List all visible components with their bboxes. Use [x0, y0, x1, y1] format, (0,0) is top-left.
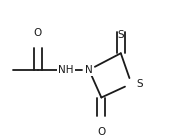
Text: O: O [97, 127, 106, 136]
Text: N: N [85, 65, 93, 75]
Text: S: S [117, 30, 124, 40]
Text: O: O [34, 28, 42, 38]
Text: S: S [137, 79, 143, 89]
Text: NH: NH [58, 65, 74, 75]
